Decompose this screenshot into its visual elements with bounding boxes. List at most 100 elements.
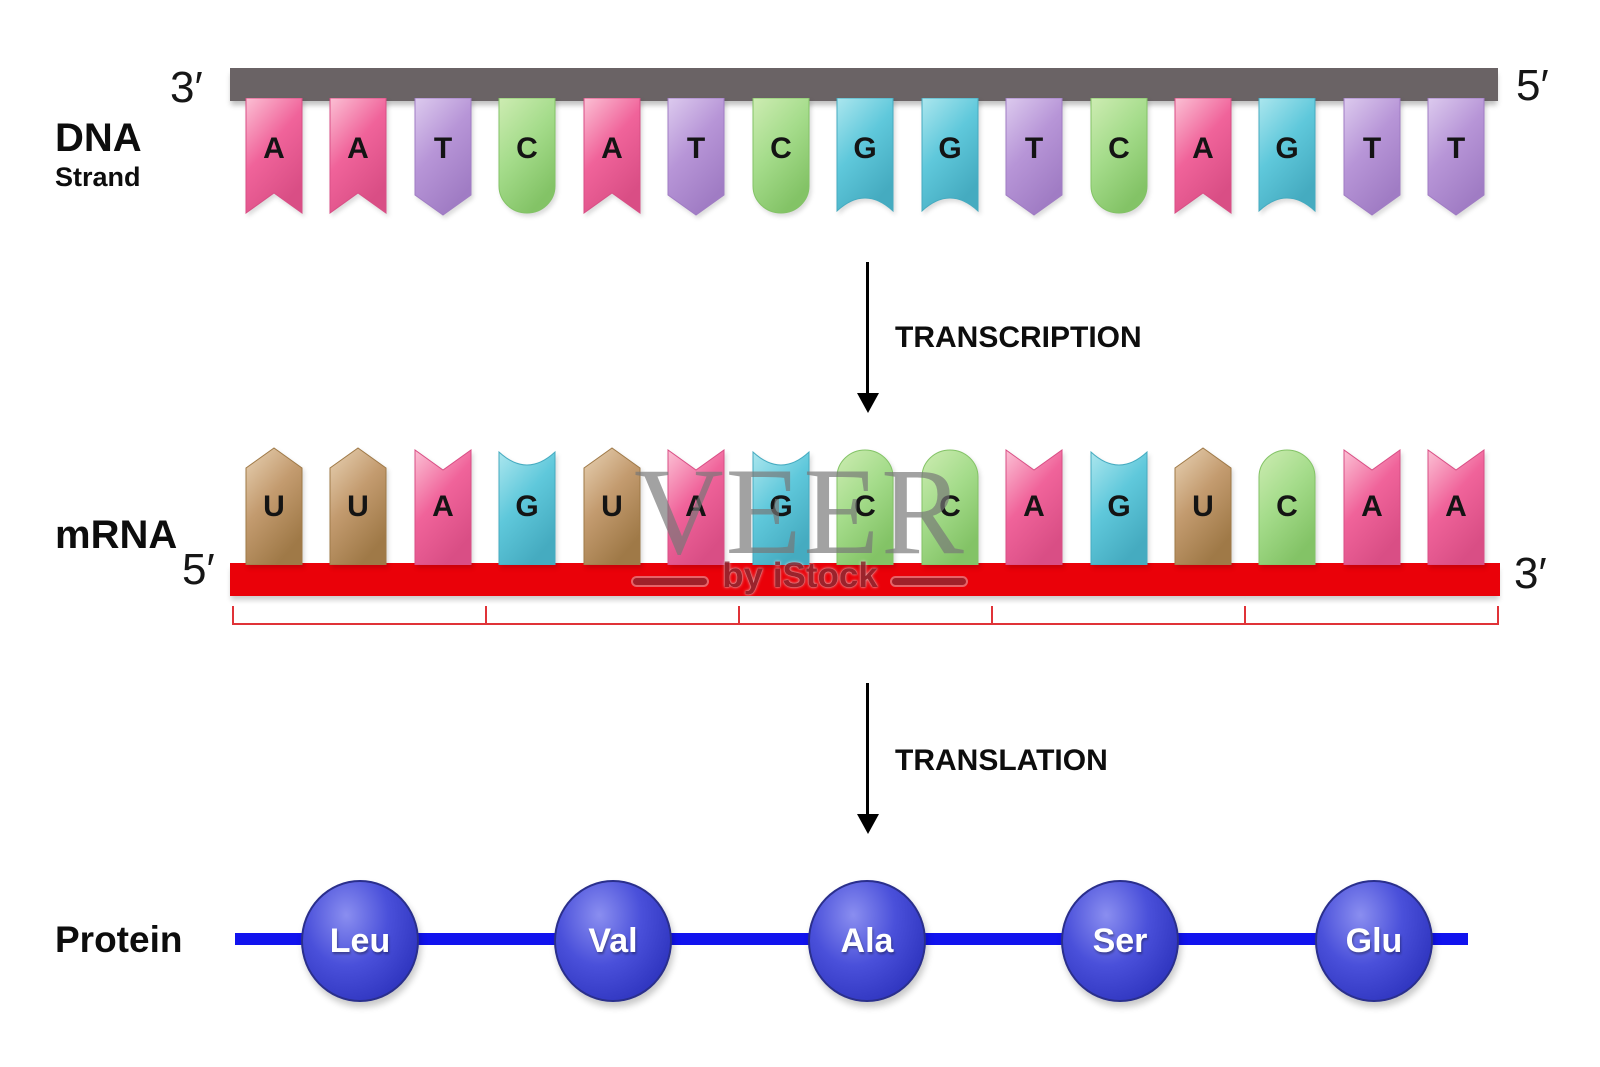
dna-nucleotide-t-tile: T [667,98,725,216]
dna-nucleotide-letter: A [601,132,623,165]
dna-nucleotide-a-tile: A [245,98,303,214]
mrna-tile-shape-ribbon-notch [414,449,472,565]
mrna-tile-shape-ribbon-notch [1343,449,1401,565]
dna-nucleotide-t-tile: T [414,98,472,216]
mrna-nucleotide-letter: U [1192,490,1214,523]
dna-tile-shape-point [1343,98,1401,216]
codon-divider-tick [485,606,487,625]
mrna-nucleotide-letter: G [769,490,792,523]
mrna-tile-shape-point [1174,447,1232,565]
dna-nucleotide-letter: G [938,132,961,165]
codon-divider-tick [1244,606,1246,625]
mrna-nucleotide-u-tile: U [245,447,303,565]
codon-divider-tick [991,606,993,625]
mrna-nucleotide-letter: U [347,490,369,523]
dna-backbone-bar [230,68,1498,101]
amino-acid-node-ala: Ala [808,880,926,1002]
mrna-nucleotide-u-tile: U [583,447,641,565]
translation-arrow-line [866,683,869,816]
mrna-tile-shape-ribbon-notch [1005,449,1063,565]
mrna-tile-shape-concave [498,450,556,565]
mrna-nucleotide-letter: C [1276,490,1298,523]
dna-nucleotide-letter: T [1363,132,1381,165]
mrna-nucleotide-letter: G [515,490,538,523]
dna-nucleotide-letter: T [1025,132,1043,165]
dna-tile-shape-point [1005,98,1063,216]
mrna-nucleotide-u-tile: U [1174,447,1232,565]
mrna-3-prime-label: 3′ [1514,549,1547,598]
dna-tile-shape-concave [836,98,894,213]
dna-nucleotide-g-tile: G [1258,98,1316,213]
mrna-nucleotide-letter: A [432,490,454,523]
dna-nucleotide-letter: T [1447,132,1465,165]
dna-tile-shape-point [414,98,472,216]
amino-acid-node-ser: Ser [1061,880,1179,1002]
dna-nucleotide-letter: G [853,132,876,165]
dna-nucleotide-letter: C [1108,132,1130,165]
mrna-nucleotide-a-tile: A [1427,449,1485,565]
mrna-nucleotide-letter: G [1107,490,1130,523]
mrna-tile-shape-point [583,447,641,565]
mrna-tile-shape-point [329,447,387,565]
dna-nucleotide-g-tile: G [836,98,894,213]
mrna-tile-shape-ribbon-notch [667,449,725,565]
mrna-nucleotide-letter: A [1445,490,1467,523]
dna-nucleotide-t-tile: T [1427,98,1485,216]
mrna-row-label: mRNA [55,513,178,557]
transcription-arrow-head [857,393,879,413]
mrna-tile-shape-round [921,449,979,565]
mrna-nucleotide-u-tile: U [329,447,387,565]
mrna-nucleotide-c-tile: C [836,449,894,565]
dna-nucleotide-letter: A [347,132,369,165]
dna-tile-shape-point [667,98,725,216]
dna-nucleotide-c-tile: C [1090,98,1148,214]
mrna-nucleotide-c-tile: C [1258,449,1316,565]
mrna-nucleotide-g-tile: G [498,450,556,565]
translation-arrow-head [857,814,879,834]
mrna-nucleotide-letter: U [263,490,285,523]
dna-nucleotide-a-tile: A [329,98,387,214]
dna-nucleotide-letter: A [1192,132,1214,165]
mrna-tile-shape-concave [1090,450,1148,565]
dna-tile-shape-round [752,98,810,214]
mrna-nucleotide-g-tile: G [1090,450,1148,565]
mrna-nucleotide-letter: A [1361,490,1383,523]
mrna-tile-shape-ribbon-notch [1427,449,1485,565]
mrna-tile-shape-round [836,449,894,565]
dna-nucleotide-letter: C [770,132,792,165]
dna-nucleotide-letter: G [1275,132,1298,165]
mrna-tile-shape-concave [752,450,810,565]
codon-bracket-line [232,623,1498,625]
protein-row-label: Protein [55,919,183,960]
dna-row-sublabel: Strand [55,162,141,192]
dna-nucleotide-a-tile: A [1174,98,1232,214]
dna-nucleotide-t-tile: T [1343,98,1401,216]
mrna-nucleotide-letter: A [685,490,707,523]
dna-nucleotide-c-tile: C [752,98,810,214]
mrna-nucleotide-letter: C [939,490,961,523]
dna-tile-shape-point [1427,98,1485,216]
amino-acid-node-glu: Glu [1315,880,1433,1002]
transcription-label: TRANSCRIPTION [895,321,1142,354]
dna-tile-shape-concave [921,98,979,213]
codon-divider-tick [738,606,740,625]
mrna-backbone-bar [230,563,1500,596]
mrna-tile-shape-round [1258,449,1316,565]
dna-tile-shape-ribbon-notch [1174,98,1232,214]
translation-label: TRANSLATION [895,744,1108,777]
dna-nucleotide-letter: A [263,132,285,165]
codon-divider-tick [1497,606,1499,625]
codon-divider-tick [232,606,234,625]
dna-tile-shape-ribbon-notch [245,98,303,214]
dna-tile-shape-round [498,98,556,214]
mrna-nucleotide-a-tile: A [414,449,472,565]
dna-nucleotide-letter: T [687,132,705,165]
dna-tile-shape-ribbon-notch [583,98,641,214]
dna-tile-shape-round [1090,98,1148,214]
dna-nucleotide-a-tile: A [583,98,641,214]
mrna-nucleotide-letter: C [854,490,876,523]
transcription-arrow-line [866,262,869,395]
mrna-nucleotide-letter: A [1023,490,1045,523]
dna-nucleotide-c-tile: C [498,98,556,214]
